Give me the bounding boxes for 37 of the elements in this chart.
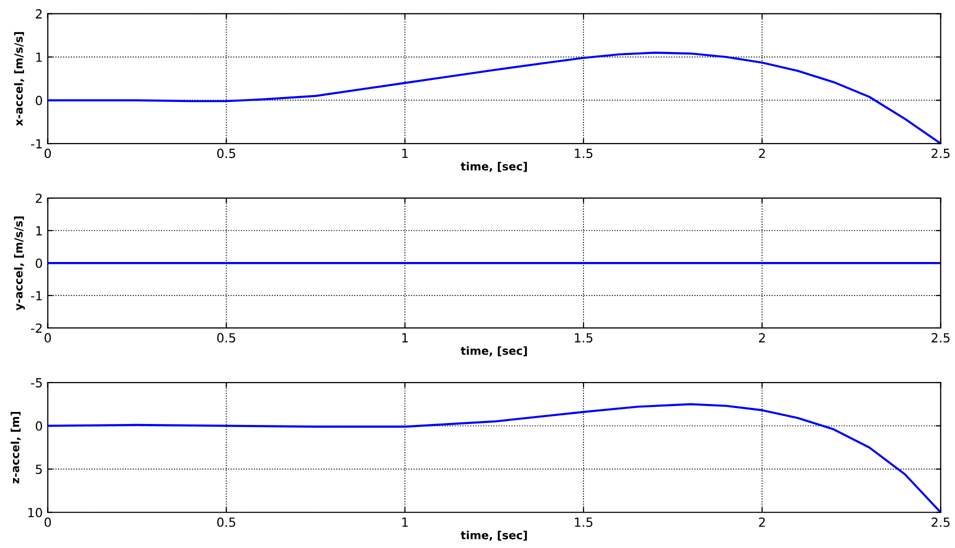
y-tick-label: 10 <box>28 508 42 518</box>
x-tick-label: 2.5 <box>932 333 950 343</box>
y-axis-title: y-accel, [m/s/s] <box>14 216 25 310</box>
y-tick-label: -1 <box>31 139 42 148</box>
x-tick-label: 0.5 <box>217 333 236 343</box>
x-tick-label: 1 <box>402 148 408 158</box>
y-tick-label: 0 <box>36 258 42 268</box>
x-tick-label: 1 <box>402 518 408 527</box>
x-axis-title: time, [sec] <box>460 162 527 172</box>
x-tick-label: 1 <box>402 333 408 342</box>
x-tick-label: 2.5 <box>932 517 950 527</box>
x-tick-label: 0.5 <box>217 148 236 158</box>
y-tick-label: -2 <box>31 323 42 333</box>
x-tick-label: 2.5 <box>932 148 950 158</box>
y-axis-title: z-accel, [m] <box>10 412 21 484</box>
x-tick-label: 0 <box>44 333 51 343</box>
x-tick-label: 2 <box>759 517 765 527</box>
x-axis-title: time, [sec] <box>460 346 527 356</box>
y-tick-label: 1 <box>36 52 42 62</box>
x-tick-label: 0 <box>44 148 51 158</box>
x-tick-label: 2 <box>759 148 765 158</box>
y-tick-label: 5 <box>36 464 42 474</box>
x-tick-label: 1.5 <box>574 333 592 343</box>
x-tick-label: 0 <box>44 517 51 527</box>
x-axis-title: time, [sec] <box>460 530 527 541</box>
x-tick-label: 2 <box>759 333 765 342</box>
x-tick-label: 0.5 <box>217 517 236 527</box>
y-tick-label: 0 <box>36 421 42 431</box>
y-tick-label: -1 <box>31 291 42 300</box>
y-tick-label: 2 <box>36 9 42 18</box>
y-tick-label: 1 <box>36 226 42 236</box>
y-tick-label: -5 <box>31 378 42 388</box>
x-tick-label: 1.5 <box>574 148 592 158</box>
y-tick-label: 2 <box>36 194 42 203</box>
x-tick-label: 1.5 <box>574 518 592 527</box>
y-tick-label: 0 <box>36 96 42 106</box>
y-axis-title: x-accel, [m/s/s] <box>14 32 24 126</box>
